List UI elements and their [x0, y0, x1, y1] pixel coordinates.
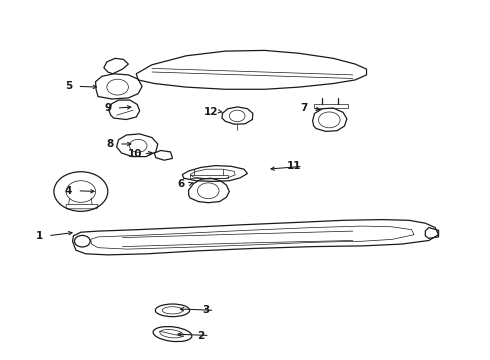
- Text: 3: 3: [202, 305, 209, 315]
- Text: 5: 5: [65, 81, 72, 91]
- Text: 11: 11: [287, 161, 301, 171]
- Text: 8: 8: [107, 139, 114, 149]
- Text: 4: 4: [65, 186, 73, 196]
- Text: 7: 7: [300, 103, 308, 113]
- Text: 9: 9: [104, 103, 111, 113]
- Text: 6: 6: [178, 179, 185, 189]
- Text: 2: 2: [197, 330, 204, 341]
- Text: 1: 1: [36, 231, 43, 241]
- Text: 12: 12: [203, 107, 218, 117]
- Text: 10: 10: [127, 149, 142, 159]
